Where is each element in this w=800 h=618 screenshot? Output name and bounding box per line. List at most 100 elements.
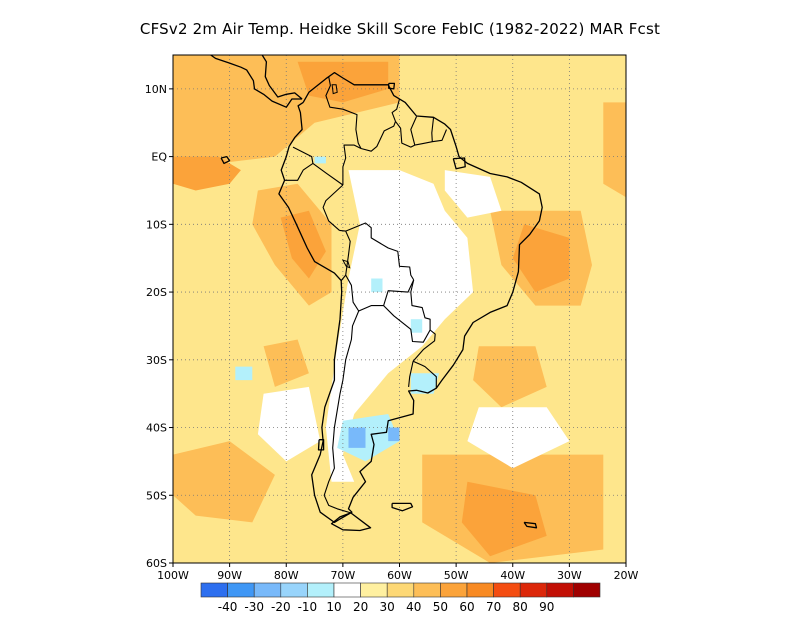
colorbar-label: 30 [380,600,395,614]
coastline-jamaica [296,31,308,36]
coastline-central-america [209,55,303,108]
skill-region-21 [410,319,423,333]
lat-tick-label: 50S [146,489,167,502]
colorbar-label: -30 [244,600,264,614]
coastline-caribbean-cuba [173,1,315,23]
lon-tick-label: 50W [444,569,469,582]
skill-region-7 [603,102,626,198]
border-venezuela-brazil [360,121,397,152]
skill-region-17 [337,414,400,462]
colorbar-swatch [307,582,335,598]
colorbar-label: -10 [298,600,318,614]
skill-region-18 [410,373,440,394]
border-ecuador-border [284,146,314,181]
skill-region-23 [348,427,366,448]
lat-tick-label: 60S [146,557,167,570]
lat-tick-label: 40S [146,422,167,435]
lake-lake-titicaca [341,259,351,269]
coastline-south-america [278,71,543,524]
colorbar-swatch [333,582,361,598]
skill-region-13 [325,170,474,482]
coastline-south-georgia [523,521,538,529]
border-venezuela-guyana [391,98,401,122]
lon-tick-label: 80W [274,569,299,582]
colorbar-label: -40 [218,600,238,614]
colorbar-swatch [440,582,468,598]
colorbar-swatch [573,582,601,598]
skill-region-1 [297,61,389,103]
lat-tick-label: 10S [146,218,167,231]
gridlines [173,55,626,563]
lake-lake-maracaibo [331,84,338,95]
border-colombia-venezuela [325,76,362,149]
skill-region-11 [473,346,547,408]
lon-tick-label: 90W [217,569,242,582]
colorbar-label: 60 [459,600,474,614]
border-bolivia-paraguay [383,279,415,306]
lat-tick-label: 10N [145,83,167,96]
lat-tick-label: EQ [151,151,167,164]
lon-tick-label: 100W [157,569,189,582]
colorbar-swatch [546,582,574,598]
border-peru-colombia [312,162,344,186]
colorbar-swatch [493,582,521,598]
border-argentina-bolivia [358,305,384,312]
border-peru-bolivia [339,229,351,281]
border-paraguay-argentina [383,305,431,343]
colorbar-swatch [227,582,255,598]
border-guianas-brazil [414,129,448,146]
coastlines [173,1,543,532]
lon-tick-label: 40W [500,569,525,582]
border-argentina-brazil [412,329,436,362]
colorbar-label: 40 [406,600,421,614]
colorbar-swatch [466,582,494,598]
border-colombia-south [342,144,362,185]
coastline-trinidad [388,82,396,90]
border-guyana-suriname [410,116,418,146]
map-area [172,1,627,564]
skill-region-9 [461,481,547,557]
border-chile-bolivia-argentina [323,274,360,514]
colorbar-label: 20 [353,600,368,614]
coastline-hispaniola [317,23,352,35]
border-bolivia-brazil [345,222,415,281]
colorbar-label: 70 [486,600,501,614]
colorbar-swatch [386,582,415,598]
colorbar-label: -20 [271,600,291,614]
lon-tick-label: 30W [557,569,582,582]
page-title: CFSv2 2m Air Temp. Heidke Skill Score Fe… [139,20,661,38]
border-peru-brazil [322,184,344,231]
skill-region-24 [388,427,400,442]
skill-region-2 [173,156,241,191]
border-paraguay-brazil [410,279,431,330]
skill-region-14 [257,386,321,462]
colorbar: -40 -30 -20 -10 10 20 30 40 50 60 70 80 90 [200,582,601,614]
coastline-galapagos [220,155,231,165]
skill-region-22 [314,156,326,164]
skill-regions [173,55,626,563]
colorbar-label: 10 [326,600,341,614]
lon-tick-label: 70W [330,569,355,582]
coastline-marajo [452,157,466,170]
border-guyana-brazil [395,121,416,148]
skill-region-16 [444,170,502,218]
skill-region-20 [371,278,383,293]
colorbar-swatch [360,582,388,598]
colorbar-label: 80 [513,600,528,614]
skill-region-19 [235,366,253,381]
coastline-tierra-del-fuego [330,512,372,532]
colorbar-label: 50 [433,600,448,614]
colorbar-swatch [413,582,441,598]
coastline-chiloe [317,439,325,451]
colorbar-swatch [519,582,548,598]
colorbar-label: 90 [539,600,554,614]
coastline-falklands [391,502,414,512]
border-uruguay-argentina [408,361,414,387]
coastline-puerto-rico [359,31,368,34]
lon-tick-label: 20W [614,569,639,582]
lon-tick-label: 60W [387,569,412,582]
border-suriname-french-guiana [431,117,435,142]
colorbar-swatch [280,582,308,598]
